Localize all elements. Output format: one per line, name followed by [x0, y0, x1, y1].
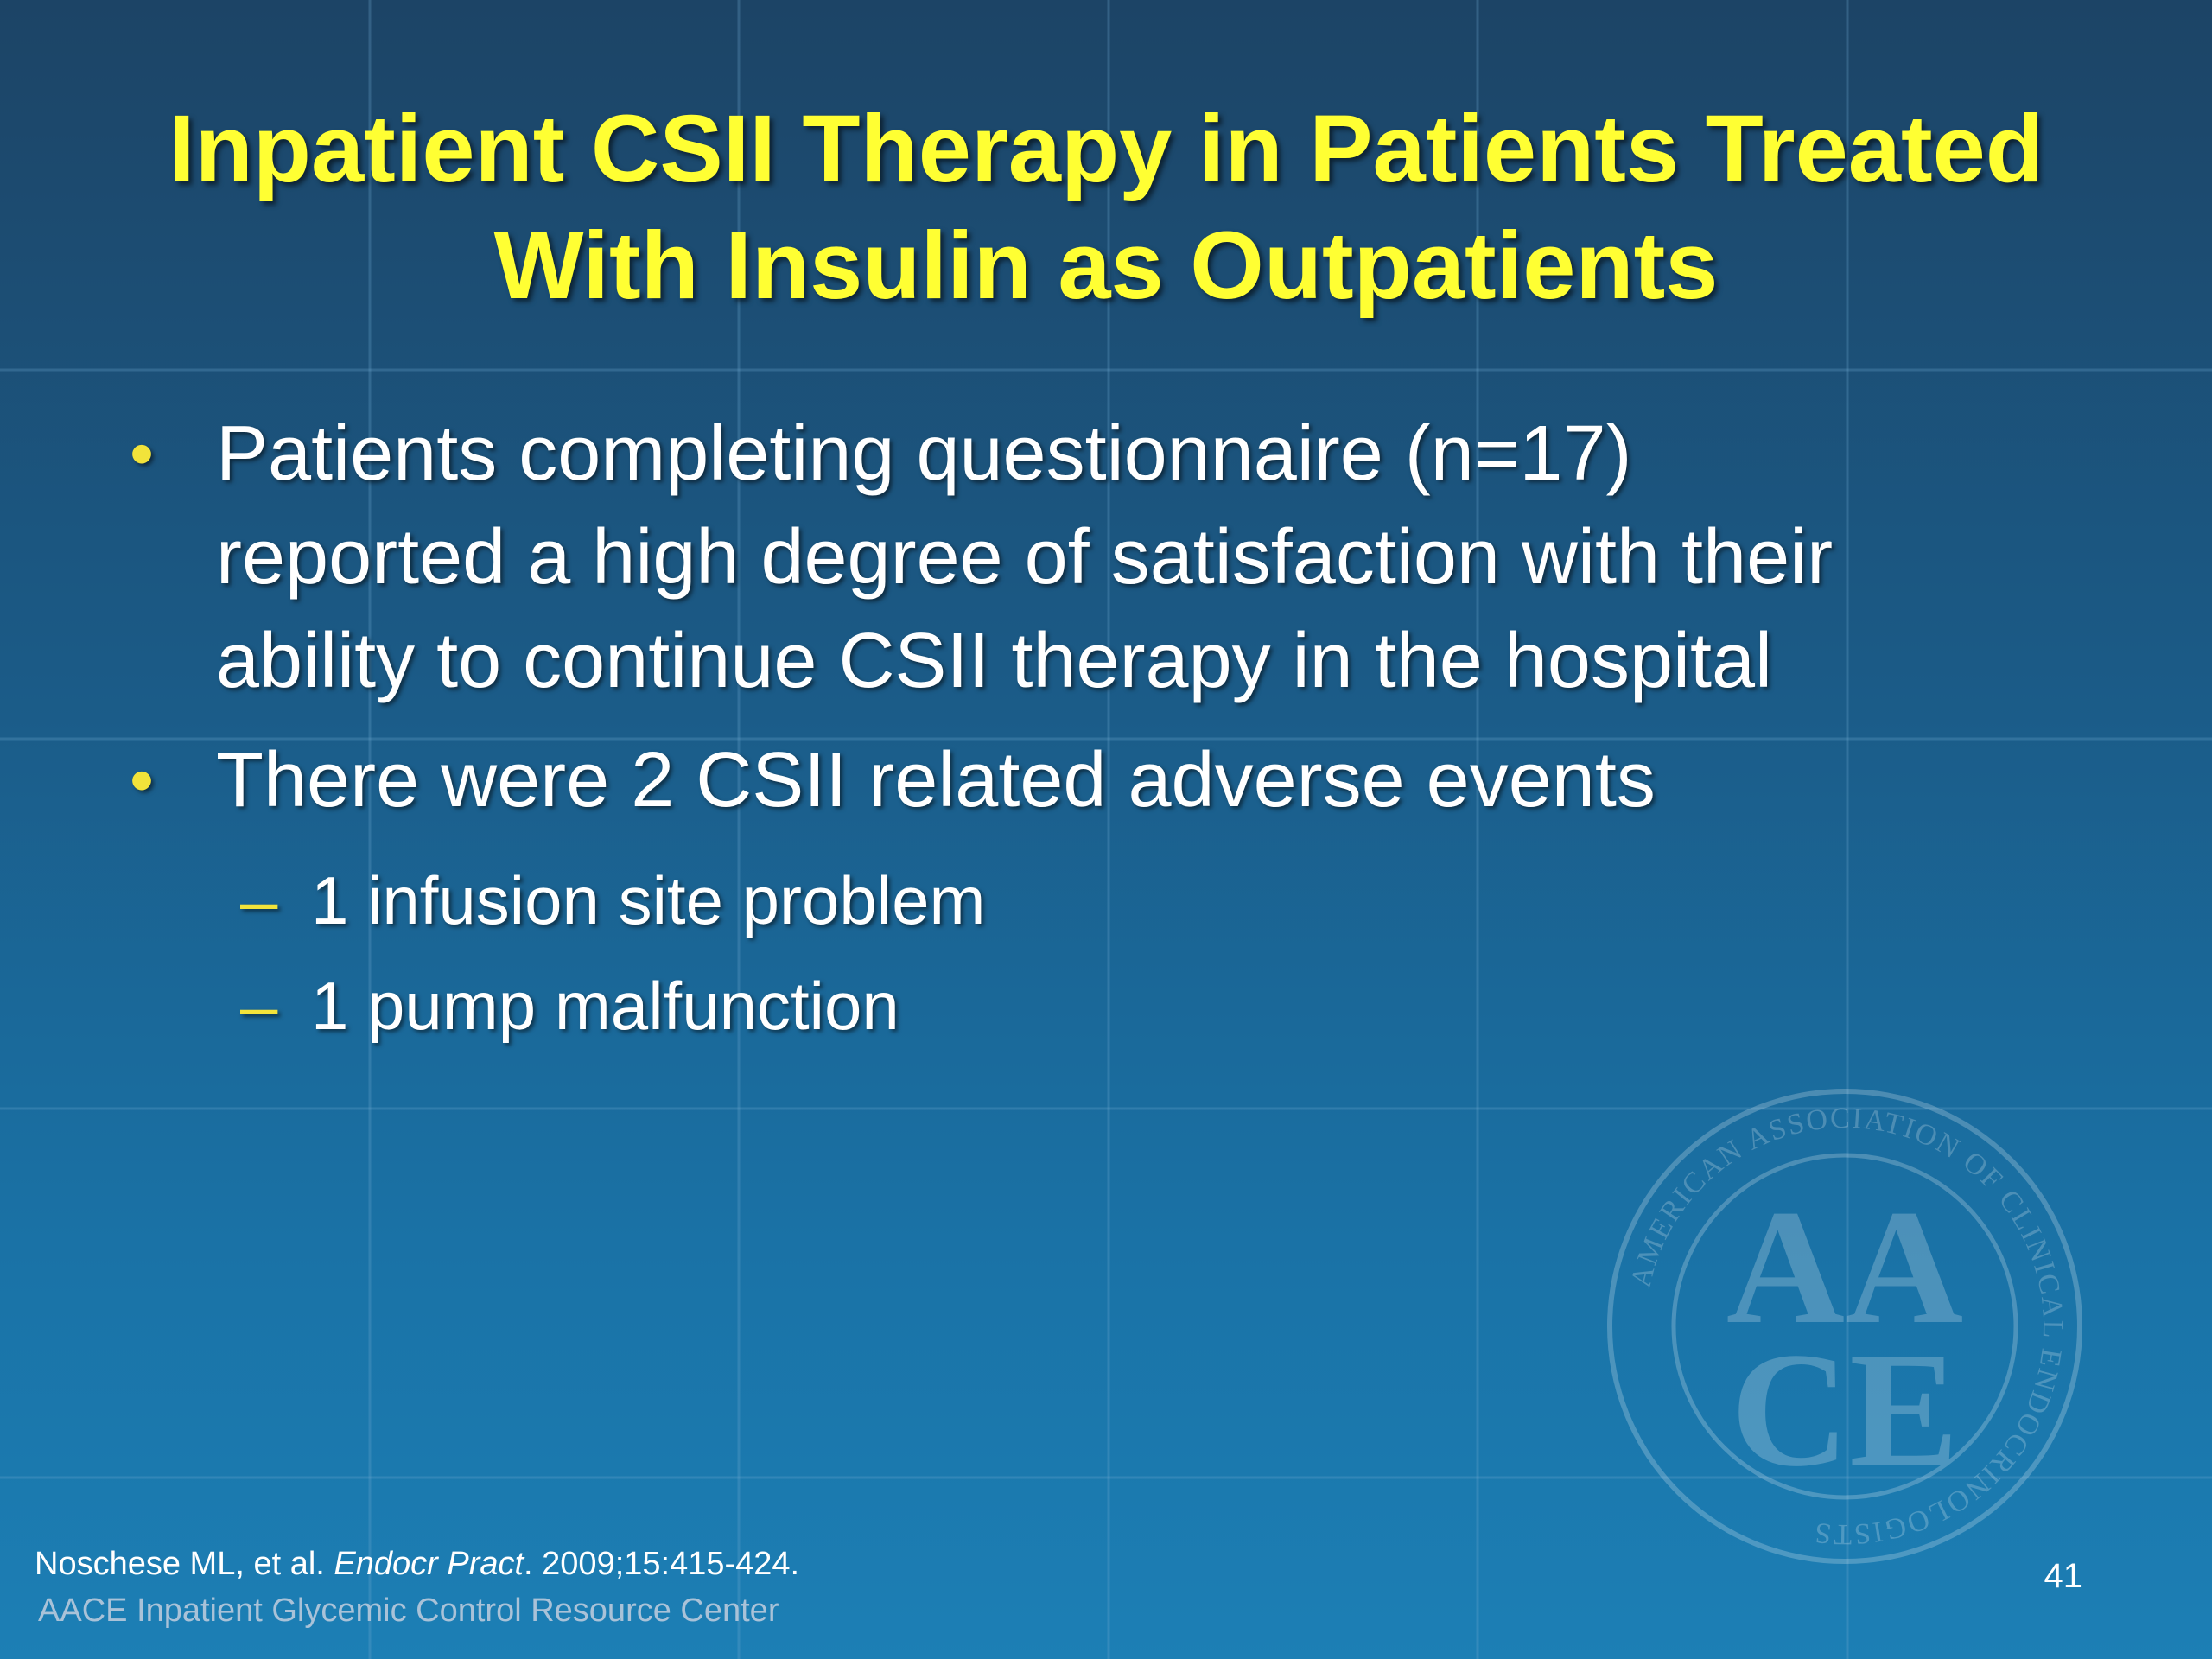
aace-seal-watermark: AMERICAN ASSOCIATION OF CLINICAL ENDOCRI…	[1607, 1089, 2082, 1564]
slide-title-line-1: Inpatient CSII Therapy in Patients Treat…	[168, 96, 2044, 202]
slide-title: Inpatient CSII Therapy in Patients Treat…	[69, 91, 2143, 324]
citation-authors: Noschese ML, et al.	[35, 1546, 325, 1582]
bullet-line: There were 2 CSII related adverse events	[216, 737, 1656, 823]
sub-bullet-item: – 1 infusion site problem	[130, 848, 2117, 953]
page-number: 41	[2044, 1557, 2083, 1595]
citation-journal: Endocr Pract	[334, 1546, 524, 1582]
sub-bullet-text: 1 pump malfunction	[311, 968, 899, 1044]
bullet-marker: •	[130, 741, 155, 818]
sub-bullet-marker: –	[240, 968, 278, 1044]
organization-footer: AACE Inpatient Glycemic Control Resource…	[38, 1592, 779, 1629]
sub-bullet-item: – 1 pump malfunction	[130, 953, 2117, 1058]
bullet-line: Patients completing questionnaire (n=17)	[216, 410, 1632, 497]
bullet-line: ability to continue CSII therapy in the …	[216, 618, 1773, 704]
bullet-list: • Patients completing questionnaire (n=1…	[130, 402, 2117, 1058]
bullet-item: • There were 2 CSII related adverse even…	[130, 728, 2117, 832]
citation: Noschese ML, et al. Endocr Pract. 2009;1…	[35, 1543, 799, 1585]
seal-monogram-bottom: CE	[1731, 1319, 1959, 1501]
bullet-line: reported a high degree of satisfaction w…	[216, 514, 1834, 601]
sub-bullet-text: 1 infusion site problem	[311, 862, 986, 938]
bullet-marker: •	[130, 415, 155, 492]
bullet-item: • Patients completing questionnaire (n=1…	[130, 402, 2117, 713]
sub-bullet-marker: –	[240, 862, 278, 938]
seal-monogram-top: AA	[1726, 1177, 1963, 1358]
slide-title-line-2: With Insulin as Outpatients	[493, 213, 1719, 319]
citation-details: . 2009;15:415-424.	[524, 1546, 800, 1582]
